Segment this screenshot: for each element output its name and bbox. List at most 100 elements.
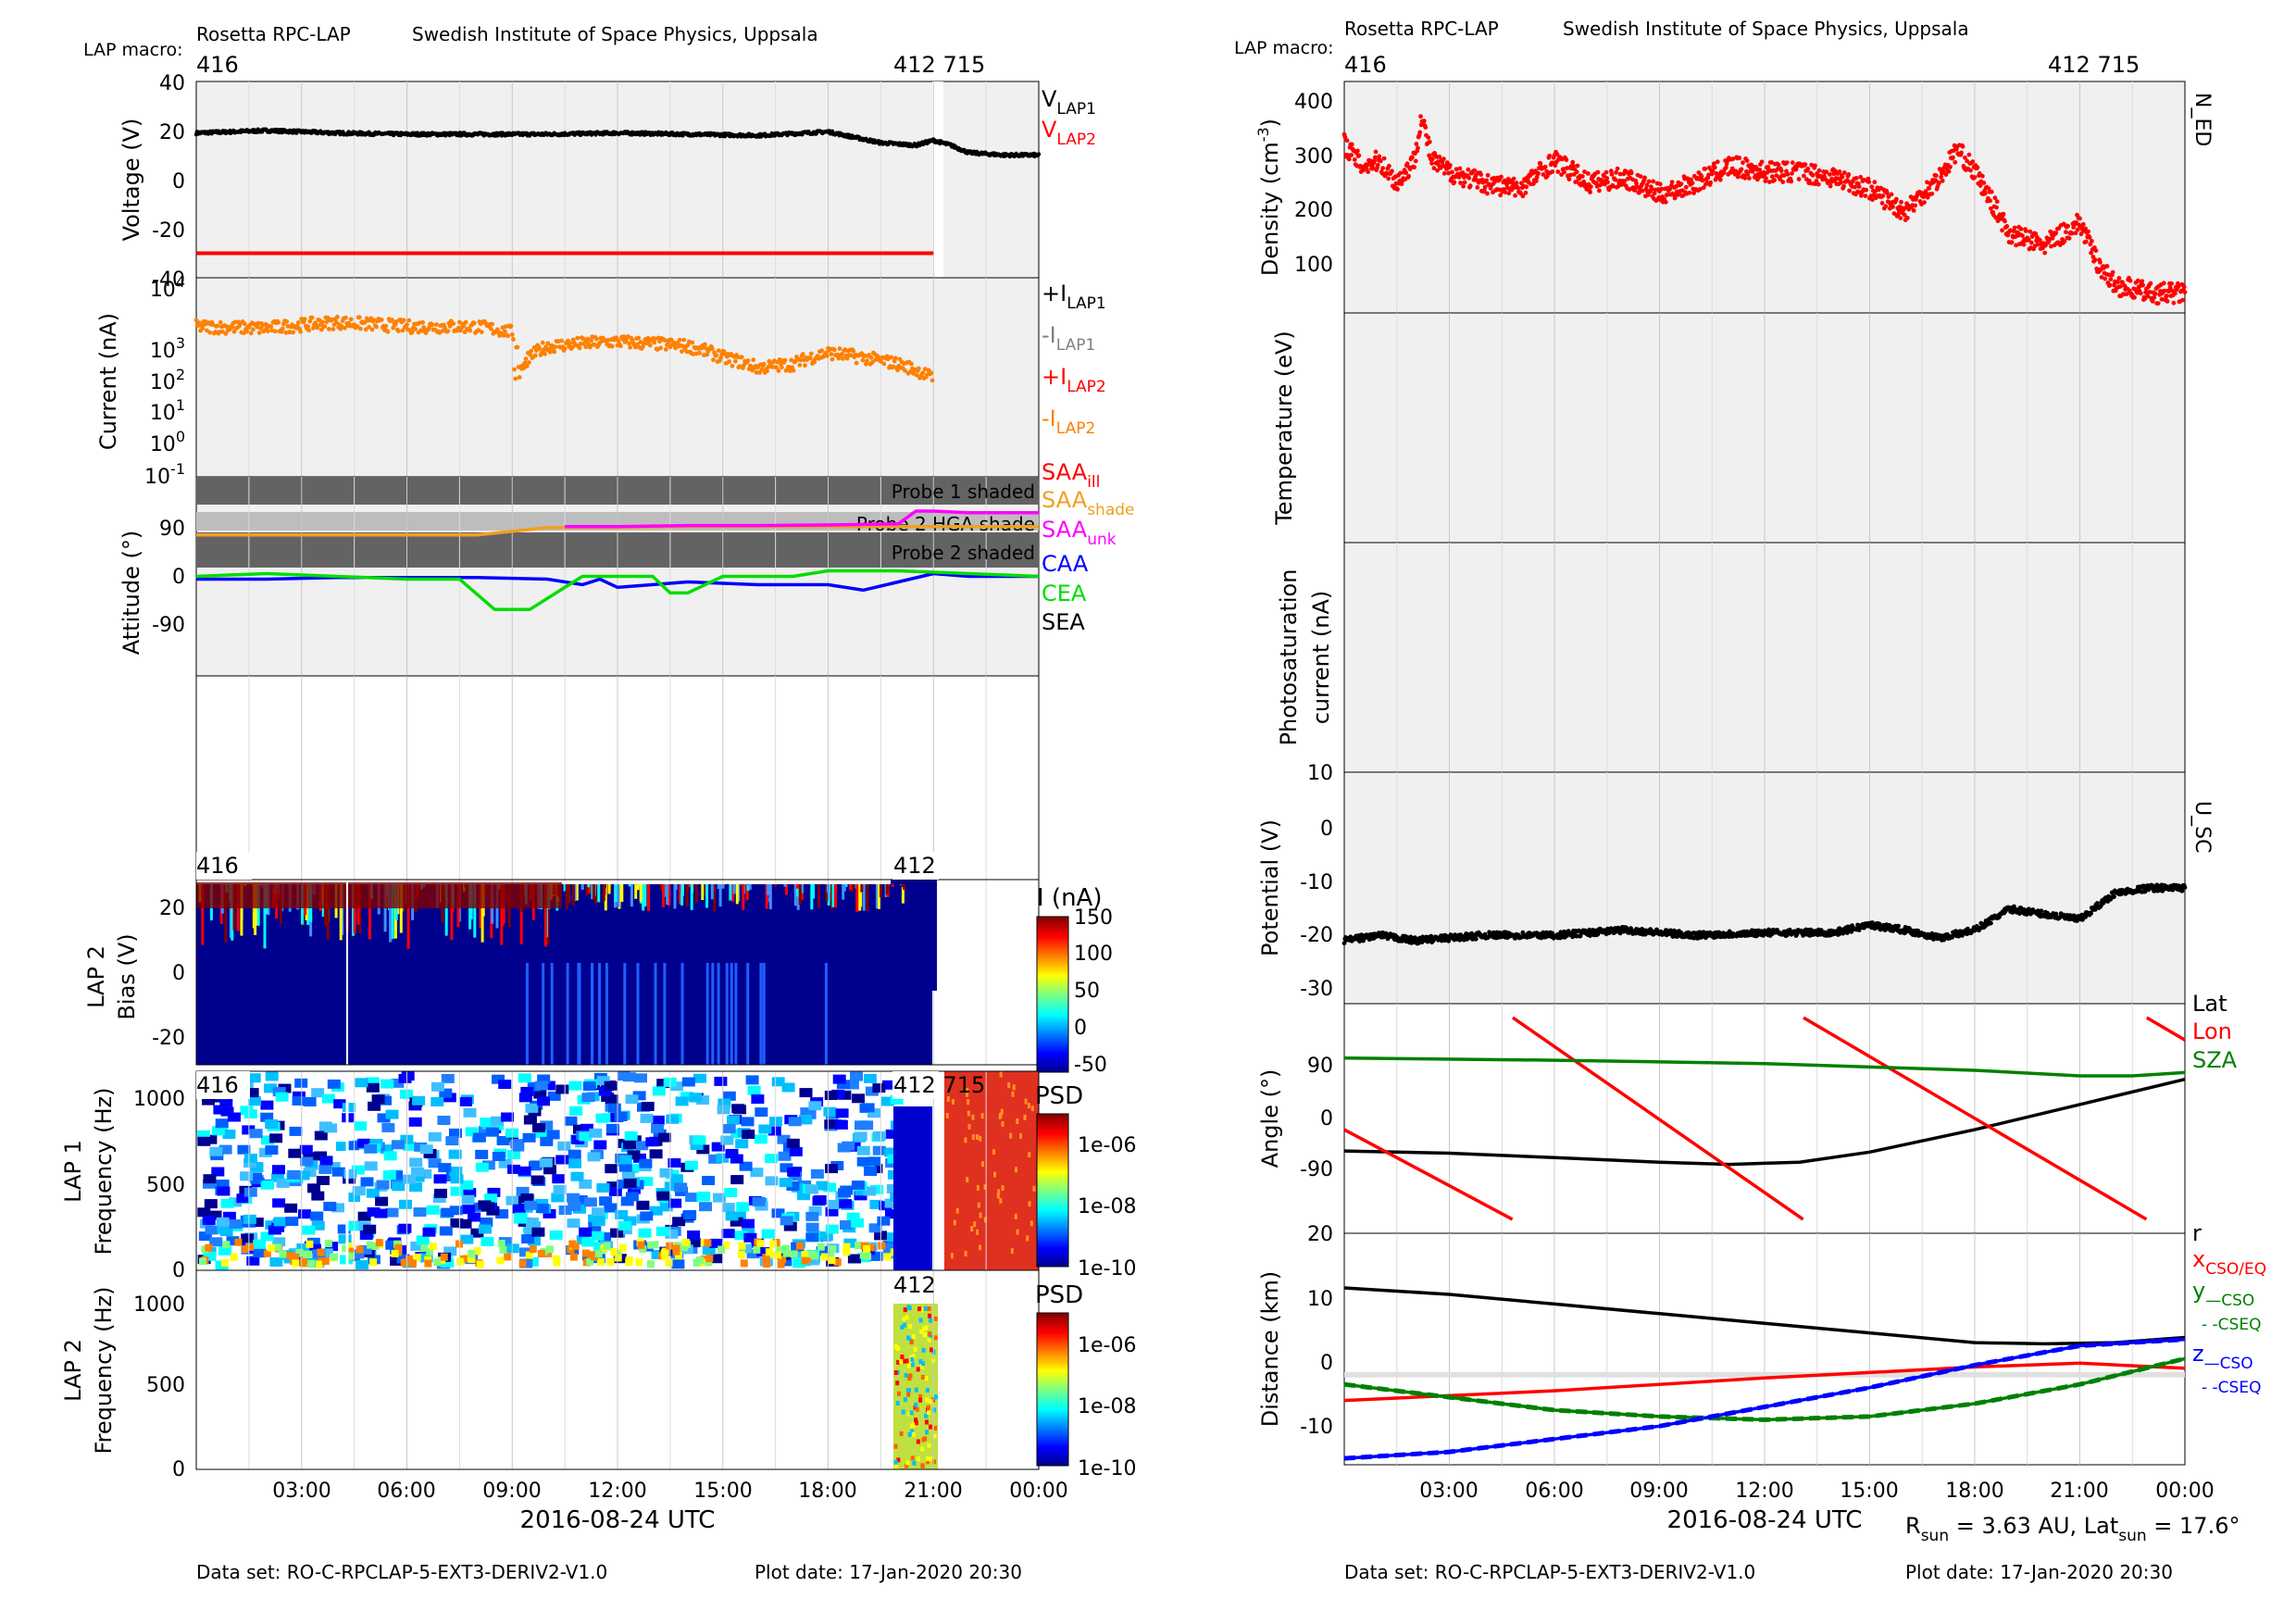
heat-cell [702,1176,716,1185]
heat-cell [666,1242,674,1250]
data-point [2090,239,2094,244]
lap1-macro-end: 412 715 [893,1072,985,1098]
heat-cell [736,1202,750,1212]
heat-cell [1007,1082,1011,1089]
ytick-label: 20 [159,121,185,144]
data-point [658,345,663,351]
data-point [776,369,781,373]
heat-cell [512,1204,526,1214]
heat-cell [767,884,770,895]
heat-cell [774,884,778,887]
heat-cell [438,1163,452,1173]
data-point [1979,173,1985,179]
heat-cell [734,963,738,1065]
data-point [207,330,213,335]
heat-cell [683,1210,697,1219]
heat-cell [932,1459,937,1465]
data-point [2078,216,2082,221]
heat-cell [553,1185,567,1194]
ytick-label: 0 [172,1259,185,1282]
data-point [2098,259,2103,265]
heat-cell [429,1243,437,1251]
voltage-unshaded-gap [932,81,943,278]
data-point [562,346,568,351]
data-point [1375,162,1380,168]
data-point [315,325,320,331]
data-point [528,352,532,357]
heat-cell [727,1115,740,1125]
heat-cell [864,1252,872,1260]
data-point [463,319,468,325]
colorbar-tick: 1e-10 [1078,1257,1136,1280]
heat-cell [360,1177,374,1187]
data-point [1475,185,1480,190]
heat-cell [742,1130,755,1139]
ytick-label: 10 [1307,762,1333,785]
data-point [1564,157,1569,163]
data-point [1352,157,1357,162]
data-point [1846,172,1852,177]
heat-cell [945,1113,949,1118]
heat-cell [522,1132,536,1143]
data-point [1404,161,1410,167]
left-instrument: Rosetta RPC-LAP [196,23,351,45]
heat-cell [520,1086,534,1096]
heat-cell [925,1397,930,1403]
data-point [1524,184,1529,190]
heat-cell [997,1189,1001,1195]
heat-cell [694,884,698,904]
heat-cell [755,1134,767,1144]
colorbar-tick: 100 [1074,943,1113,966]
heat-cell [645,1137,659,1147]
heat-cell [537,1096,550,1106]
data-point [1427,139,1432,144]
heat-cell [311,1191,325,1201]
heat-cell [623,1140,636,1150]
heat-cell [518,1166,531,1176]
heat-cell [705,884,709,908]
shade-label-probe2: Probe 2 shaded [892,542,1035,564]
photosat-ylabel-1: Photosaturation [1276,569,1302,746]
heat-cell [933,1394,938,1400]
heat-cell [534,1081,548,1091]
heat-cell [450,1174,464,1184]
right-institute: Swedish Institute of Space Physics, Upps… [1563,18,1969,40]
data-point [2093,248,2099,254]
data-point [1989,189,1994,194]
data-point [1802,173,1806,179]
heat-cell [249,1129,263,1139]
data-point [1390,169,1394,174]
heat-cell [964,1251,967,1257]
heat-cell [674,1182,688,1193]
heat-cell [825,1224,839,1234]
data-point [284,319,290,324]
heat-cell [385,1207,399,1218]
data-point [782,357,788,363]
ytick-label: 100 [150,428,185,456]
heat-cell [732,884,736,894]
data-point [505,333,511,339]
data-point [490,321,494,327]
data-point [479,330,484,334]
heat-cell [914,1387,918,1393]
heat-cell [905,1358,909,1364]
heat-cell [932,1407,937,1413]
data-point [1574,169,1579,175]
heat-cell [918,1397,923,1403]
heat-cell [687,1230,701,1240]
heat-cell [315,1260,323,1268]
heat-cell [693,1135,706,1145]
data-point [302,317,307,322]
data-point [1966,152,1972,157]
bias-heatmap [196,880,937,1065]
data-point [322,324,328,329]
heat-cell [367,1241,375,1249]
data-point [355,324,360,329]
heat-cell [605,963,608,1065]
data-point [1785,171,1791,177]
heat-cell [833,884,837,908]
data-point [808,351,814,356]
data-point [2103,276,2108,281]
heat-cell [864,1167,878,1176]
data-point [231,329,237,334]
